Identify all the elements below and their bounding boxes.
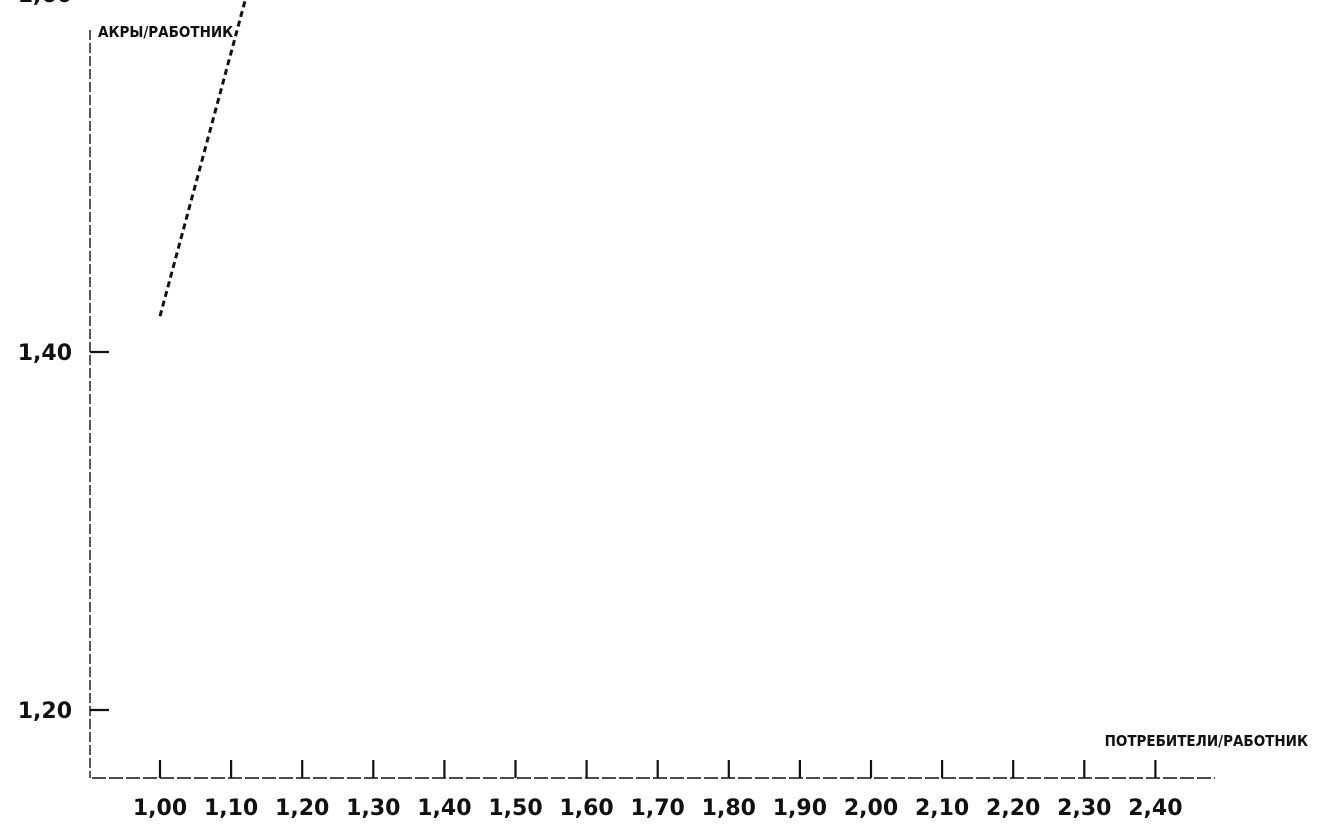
x-tick-label: 1,80 <box>702 796 756 821</box>
x-tick-label: 1,50 <box>488 796 542 821</box>
x-tick-label: 2,40 <box>1128 796 1182 821</box>
y-axis-title: АКРЫ/РАБОТНИК <box>98 23 233 41</box>
x-tick-label: 1,00 <box>133 796 187 821</box>
x-tick-label: 1,20 <box>275 796 329 821</box>
axes: 1,201,401,601,802,002,202,402,602,803,00… <box>18 0 1308 821</box>
x-tick-label: 1,30 <box>346 796 400 821</box>
y-tick-label: 1,60 <box>18 0 72 8</box>
x-tick-label: 1,40 <box>417 796 471 821</box>
y-tick-label: 1,40 <box>18 341 72 366</box>
x-tick-label: 1,10 <box>204 796 258 821</box>
x-tick-label: 2,30 <box>1057 796 1111 821</box>
x-tick-label: 2,10 <box>915 796 969 821</box>
y-tick-label: 1,20 <box>18 699 72 724</box>
x-tick-label: 1,90 <box>773 796 827 821</box>
x-tick-label: 1,60 <box>559 796 613 821</box>
x-tick-label: 2,00 <box>844 796 898 821</box>
series-line-c <box>160 0 956 316</box>
x-tick-label: 1,70 <box>631 796 685 821</box>
series-layer: I(0,52/1,00)C(1,43/1,00) <box>110 0 1266 316</box>
x-tick-label: 2,20 <box>986 796 1040 821</box>
x-axis-title: ПОТРЕБИТЕЛИ/РАБОТНИК <box>1105 732 1308 750</box>
